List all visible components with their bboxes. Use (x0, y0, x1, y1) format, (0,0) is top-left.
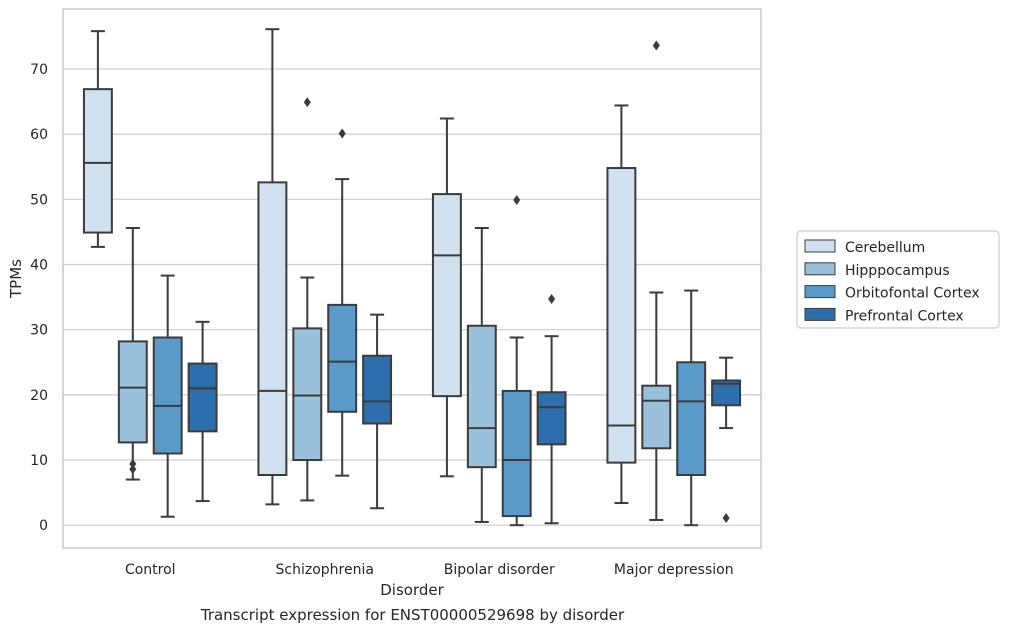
box (327, 303, 358, 413)
box (676, 361, 707, 477)
outlier-point (722, 513, 730, 524)
legend-swatch (804, 239, 836, 253)
box (152, 336, 183, 455)
y-tick-label: 40 (30, 257, 48, 273)
x-tick-label: Control (125, 562, 176, 578)
x-axis-label: Disorder (380, 581, 444, 599)
y-tick-label: 50 (30, 192, 48, 208)
outlier-point (548, 294, 556, 305)
legend-swatch (804, 307, 836, 321)
box (466, 324, 497, 469)
legend-box (796, 230, 1000, 329)
legend-label: Orbitofontal Cortex (845, 286, 980, 302)
outlier-point (129, 464, 137, 475)
box (292, 327, 323, 462)
x-tick-label: Major depression (614, 562, 734, 578)
y-tick-label: 0 (39, 518, 48, 534)
box (536, 391, 567, 446)
x-tick-label: Bipolar disorder (444, 562, 555, 578)
box (82, 88, 113, 234)
box (606, 167, 637, 464)
x-tick-label: Schizophrenia (276, 562, 374, 578)
legend-swatch (804, 262, 836, 276)
legend-label: Hipppocampus (845, 263, 950, 279)
box (431, 193, 462, 398)
box (501, 389, 532, 518)
legend-label: Prefrontal Cortex (845, 308, 964, 324)
box (362, 354, 393, 425)
y-tick-label: 30 (30, 323, 48, 339)
chart-caption: Transcript expression for ENST0000052969… (200, 606, 625, 624)
box (641, 384, 672, 450)
y-tick-label: 20 (30, 388, 48, 404)
y-tick-label: 10 (30, 453, 48, 469)
outlier-point (513, 194, 521, 205)
legend-swatch (804, 285, 836, 299)
y-tick-label: 60 (30, 127, 48, 143)
outlier-point (652, 40, 660, 51)
box (187, 362, 218, 433)
outlier-point (129, 458, 137, 469)
y-axis-label: TPMs (7, 259, 25, 299)
plot-frame (62, 8, 762, 549)
box (257, 181, 288, 477)
box (117, 340, 148, 444)
outlier-point (338, 128, 346, 139)
y-tick-label: 70 (30, 62, 48, 78)
legend-label: Cerebellum (845, 240, 925, 256)
outlier-point (303, 97, 311, 108)
